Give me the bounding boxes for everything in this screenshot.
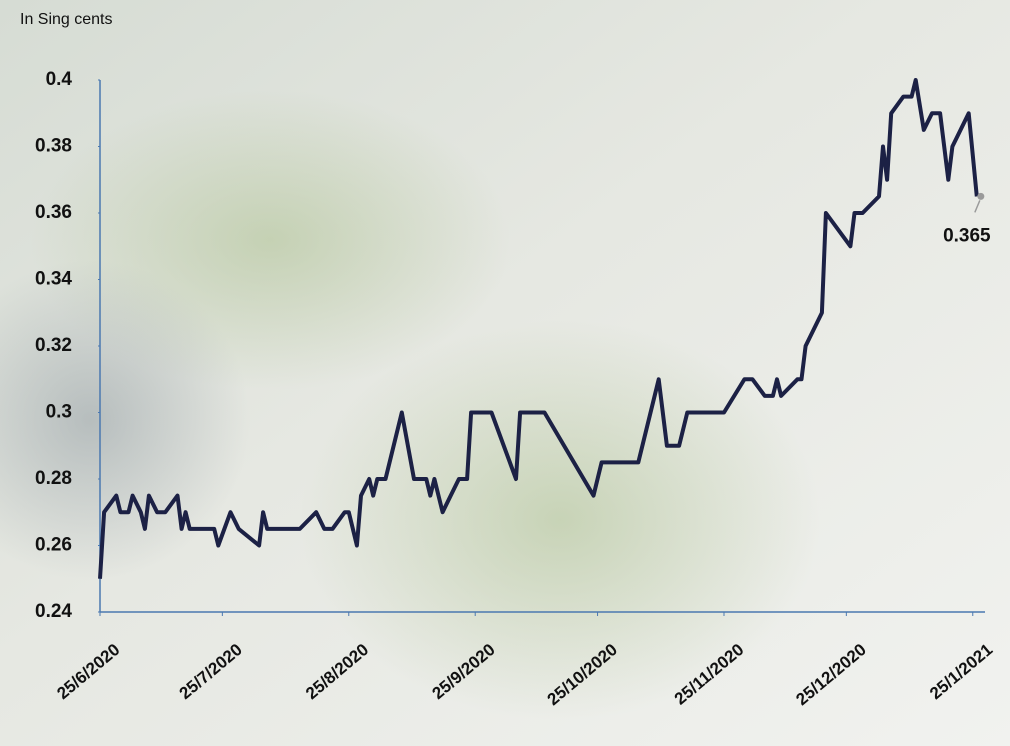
y-tick-label: 0.26 (35, 535, 72, 556)
y-tick-label: 0.38 (35, 136, 72, 157)
y-tick-label: 0.36 (35, 202, 72, 223)
label-leader (974, 200, 981, 213)
background-shade (300, 320, 820, 720)
y-tick-label: 0.32 (35, 335, 72, 356)
y-tick-label: 0.4 (46, 69, 73, 90)
y-tick-label: 0.24 (35, 601, 72, 622)
y-tick-label: 0.28 (35, 468, 72, 489)
line (98, 78, 979, 579)
end-marker (977, 192, 985, 200)
y-axis-title: In Sing cents (20, 11, 113, 28)
y-tick-label: 0.34 (35, 269, 72, 290)
data-label: 0.365 (943, 225, 991, 246)
y-tick-label: 0.3 (46, 402, 72, 423)
background-shade (0, 260, 250, 580)
